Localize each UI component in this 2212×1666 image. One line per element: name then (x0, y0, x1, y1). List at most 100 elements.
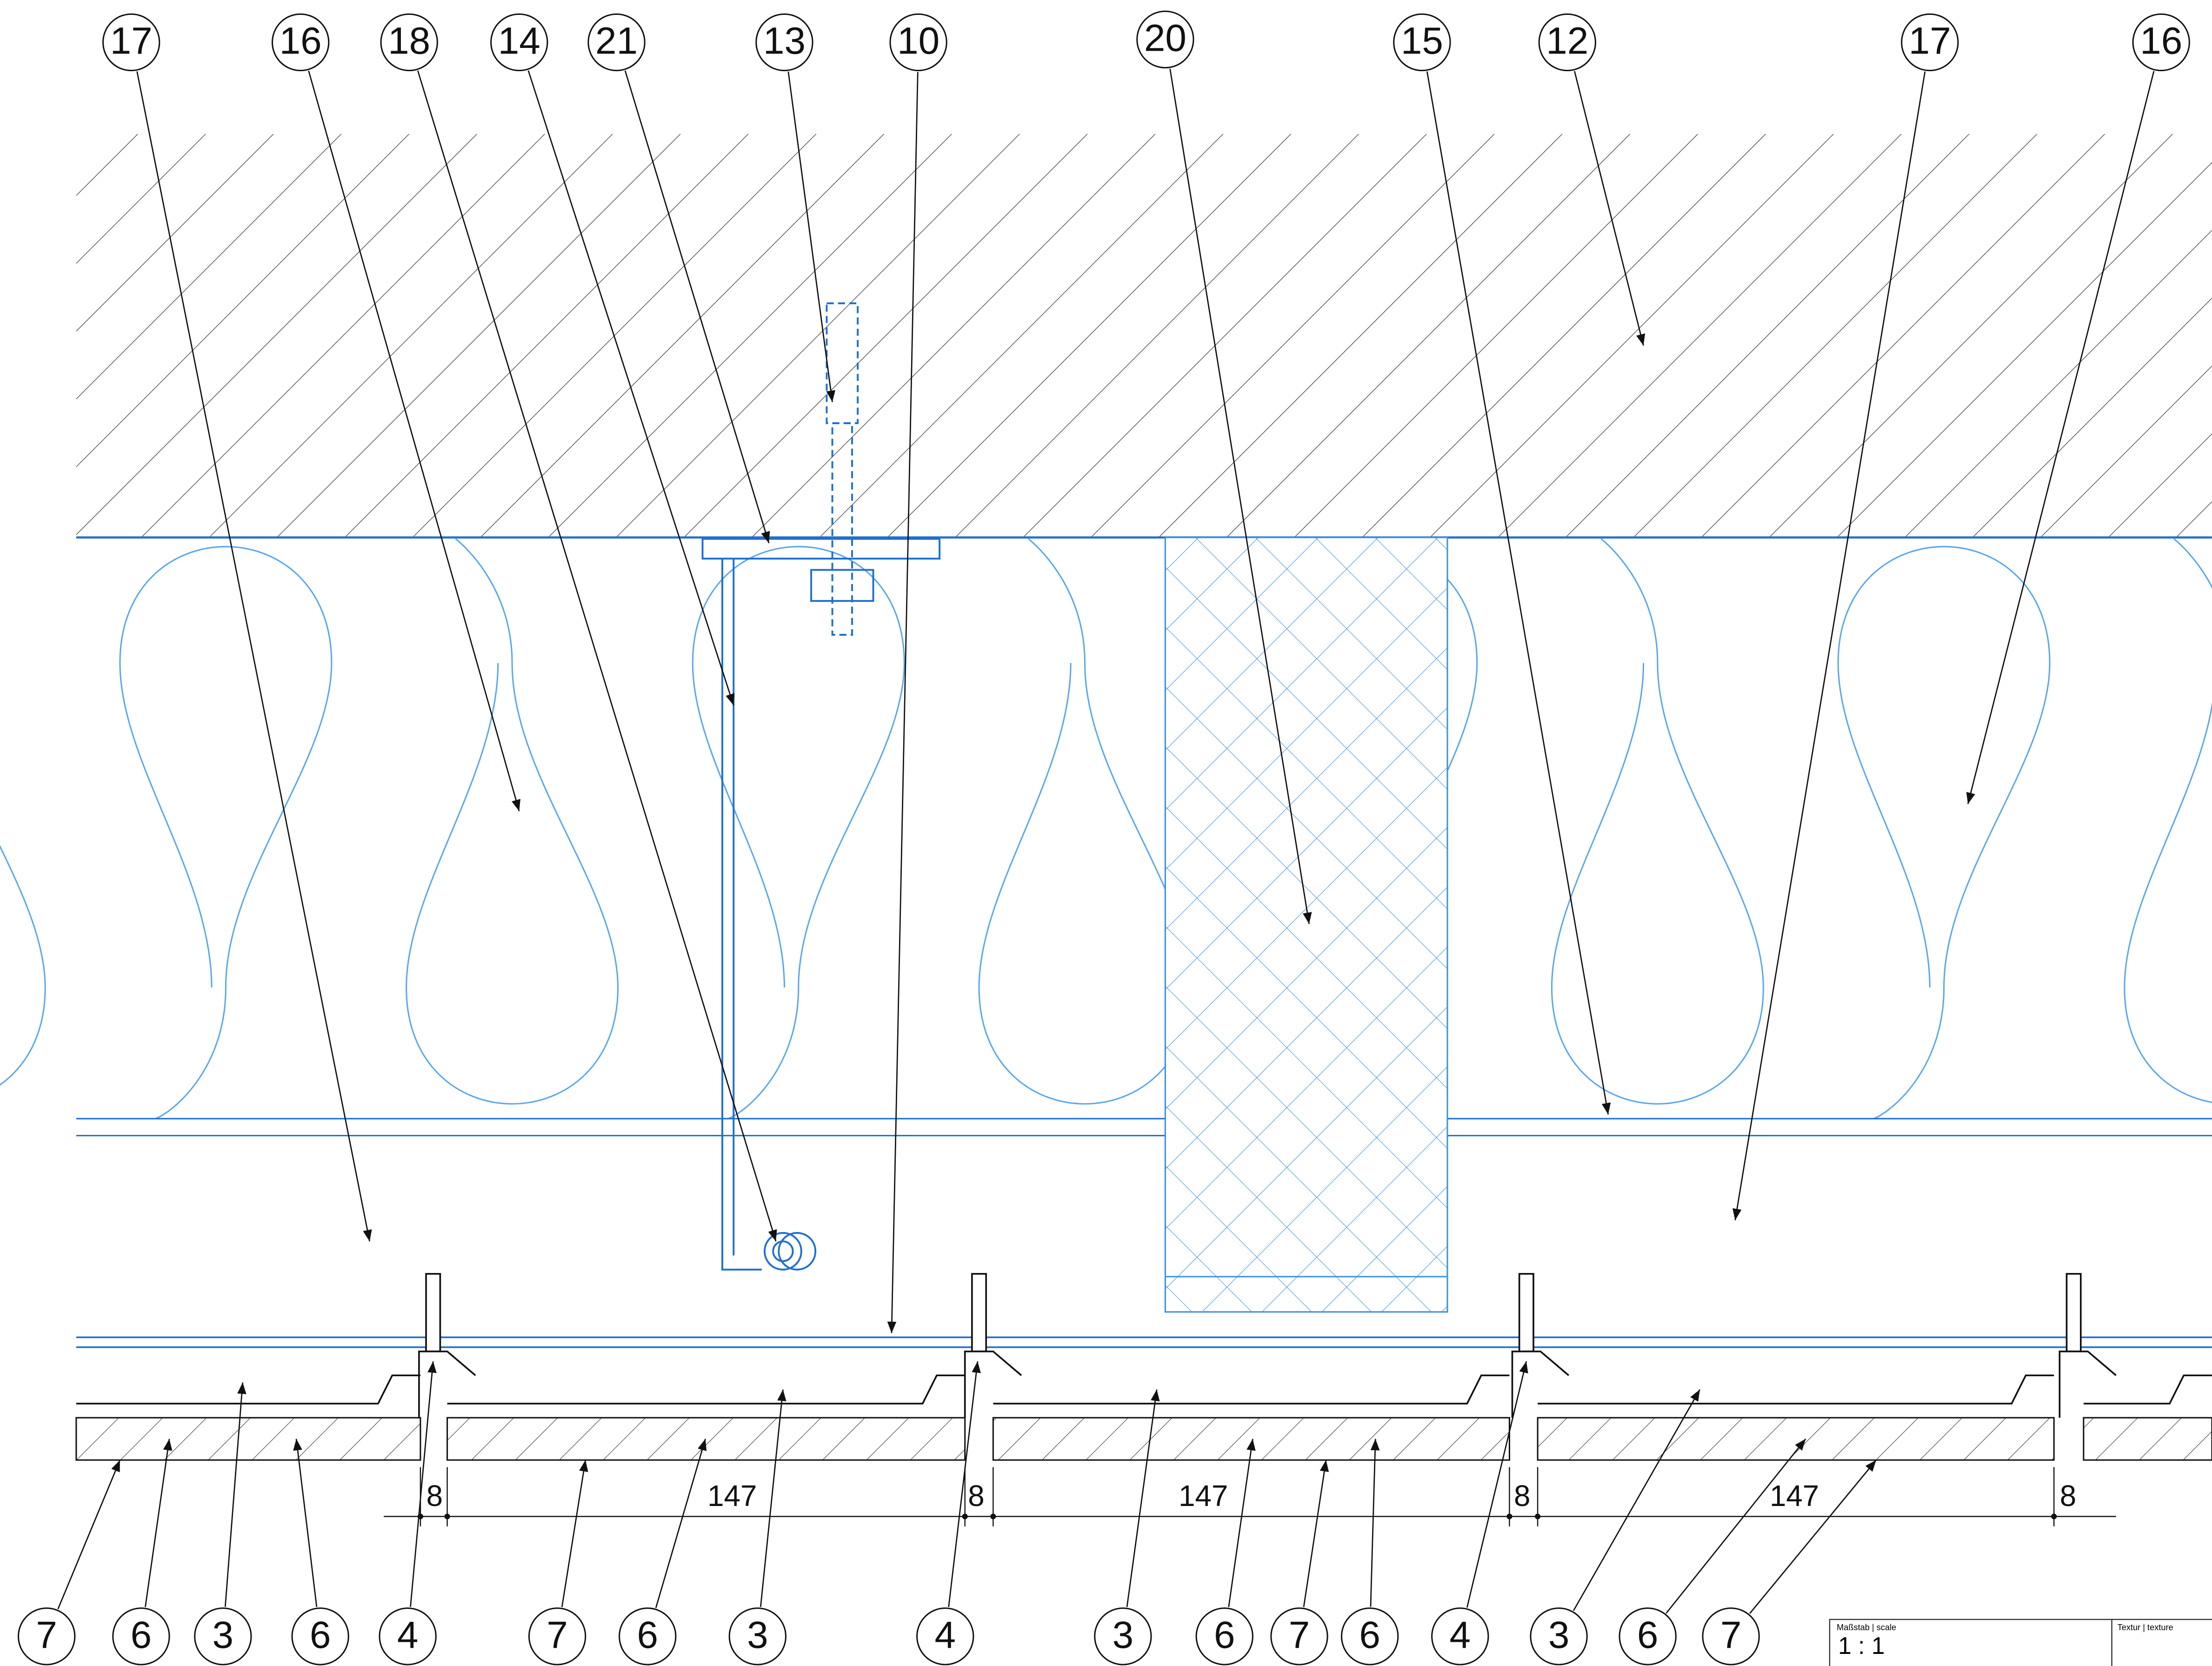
callout-label: 7 (1720, 1614, 1742, 1656)
callout-label: 6 (310, 1614, 331, 1656)
callout-circle (1136, 10, 1194, 69)
clip-profile (993, 1374, 1510, 1405)
callout-label: 17 (110, 20, 153, 62)
clip (1511, 1350, 1570, 1418)
callout-label: 6 (1637, 1614, 1659, 1656)
callout-circle (1901, 13, 1959, 72)
callout-circle (916, 1607, 974, 1666)
dimension-label: 147 (1179, 1479, 1228, 1513)
insulation-loop (978, 538, 1192, 1105)
callout-circle (380, 13, 438, 72)
callout-label: 13 (763, 20, 806, 62)
dimension-dot (1535, 1513, 1541, 1519)
callout-circle (194, 1607, 252, 1666)
leader-line (1573, 1389, 1701, 1611)
clip (418, 1350, 476, 1418)
callout-circle (1340, 1607, 1399, 1666)
leader-line (145, 1439, 173, 1607)
screw (425, 1273, 441, 1353)
clip-profile (1538, 1374, 2054, 1405)
scale-label: Maßstab | scale (1837, 1623, 1896, 1632)
screw (1518, 1273, 1534, 1353)
concrete-hatch (76, 134, 2212, 538)
callout-label: 21 (595, 20, 638, 62)
callout-circle (490, 13, 548, 72)
callout-label: 3 (747, 1614, 768, 1656)
bracket (701, 302, 941, 1271)
callout-circle (528, 1607, 586, 1666)
leader-line (561, 1459, 588, 1607)
leader-line (417, 70, 777, 1242)
insulation (0, 538, 2212, 1120)
callout-label: 14 (498, 20, 540, 62)
callout-circle (1530, 1607, 1588, 1666)
leader-line (1228, 1439, 1256, 1607)
clip (964, 1350, 1022, 1418)
insulation-loop (1551, 538, 1764, 1105)
callout-label: 6 (1359, 1614, 1380, 1656)
callout-label: 3 (1548, 1614, 1570, 1656)
dimension-dot (1506, 1513, 1512, 1519)
panel (2083, 1417, 2212, 1461)
callout-circle (1094, 1607, 1152, 1666)
insulation-loop (1837, 546, 2051, 1120)
callout-circle (1195, 1607, 1253, 1666)
fire-barrier-hatch (1165, 537, 1447, 1312)
screw (2065, 1273, 2082, 1353)
insulation-loop (0, 845, 46, 1086)
insulation-loop (2124, 538, 2212, 1103)
callout-circle (271, 13, 330, 72)
leader-line (1303, 1459, 1329, 1607)
texture-label: Textur | texture (2118, 1623, 2173, 1632)
dimension-dot (990, 1513, 996, 1519)
callout-label: 6 (131, 1614, 152, 1656)
leader-line (1573, 71, 1646, 346)
callout-circle (619, 1607, 677, 1666)
callout-circle (379, 1607, 437, 1666)
callout-circle (2132, 13, 2190, 72)
callout-label: 7 (1289, 1614, 1310, 1656)
dimension-label: 8 (426, 1479, 443, 1513)
callout-label: 3 (1113, 1614, 1134, 1656)
insulation-loop (119, 546, 333, 1120)
callout-label: 6 (1214, 1614, 1235, 1656)
callout-circle (755, 13, 813, 72)
dimension-label: 147 (1770, 1479, 1819, 1513)
leader-line (887, 72, 919, 1333)
leader-line (1426, 71, 1611, 1115)
leader-line (1666, 1438, 1806, 1614)
leader-line (527, 70, 735, 706)
callout-label: 18 (388, 20, 430, 62)
leader-line (57, 1459, 121, 1610)
panels (75, 1273, 2212, 1461)
scale: 1 : 1 (1838, 1632, 1885, 1659)
panel (446, 1417, 966, 1461)
clip-profile (447, 1374, 965, 1405)
leader-line (1749, 1459, 1877, 1614)
insulation-loop (692, 546, 905, 1120)
callout-label: 4 (397, 1614, 419, 1656)
callout-label: 17 (1909, 20, 1951, 62)
callout-label: 6 (637, 1614, 658, 1656)
dimension-label: 147 (707, 1479, 757, 1513)
leader-line (1370, 1439, 1380, 1607)
callout-label: 4 (1450, 1614, 1471, 1656)
leader-line (1169, 68, 1312, 924)
panel (992, 1417, 1510, 1461)
dimension-dot (2051, 1513, 2057, 1519)
callout-circle (1619, 1607, 1677, 1666)
title-block (1829, 1619, 2212, 1666)
clip-profile (76, 1374, 420, 1405)
dimension-label: 8 (968, 1479, 984, 1513)
leader-line (308, 70, 520, 812)
callout-label: 7 (546, 1614, 568, 1656)
callout-circle (112, 1607, 170, 1666)
leader-line (1126, 1389, 1160, 1607)
leader-line (787, 71, 836, 402)
callout-circle (728, 1607, 787, 1666)
leader-line (760, 1389, 786, 1607)
clip-profile (2083, 1374, 2212, 1405)
callout-circle (1538, 13, 1596, 72)
